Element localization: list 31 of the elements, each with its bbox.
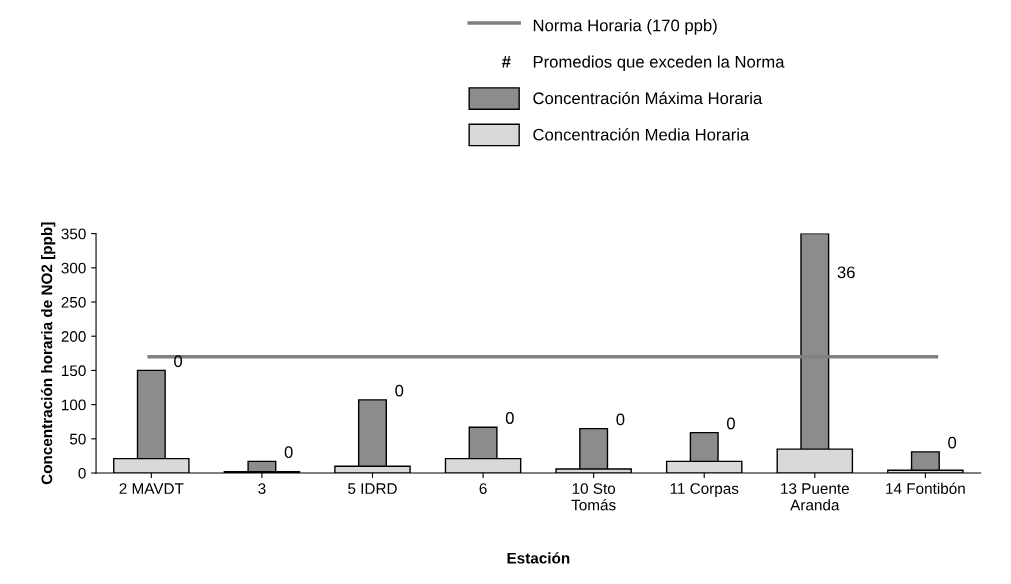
annotation: 0 <box>948 436 957 449</box>
x-tick-label: 11 Corpas <box>670 483 739 497</box>
annotation: 0 <box>726 417 735 430</box>
x-tick-label: 2 MAVDT <box>119 483 184 494</box>
x-axis-title: Estación <box>507 552 570 564</box>
x-tick-label: 14 Fontibón <box>886 482 965 494</box>
text: Promedios que exceden la Norma <box>533 55 785 72</box>
legend-label: Concentración Media Horaria <box>533 128 750 141</box>
x-tick-label: 3 <box>258 483 266 494</box>
y-tick-label: 50 <box>69 433 86 445</box>
annotation: 0 <box>505 412 514 424</box>
x-tick-label: 10 Sto Tomás <box>571 483 616 511</box>
x-tick-label: 13 Puente Aranda <box>781 483 849 511</box>
annotation: 0 <box>395 384 404 397</box>
y-tick-label: 150 <box>62 365 86 377</box>
y-tick-label: 350 <box>61 228 86 240</box>
annotation: 36 <box>837 266 855 279</box>
y-tick-label: 300 <box>61 262 86 274</box>
y-tick-label: 250 <box>61 296 86 308</box>
y-tick-label: 100 <box>62 399 86 411</box>
x-tick-label: 5 IDRD <box>348 483 397 494</box>
x-tick-label: 6 <box>479 483 487 494</box>
legend-label: Concentración Máxima Horaria <box>533 91 763 105</box>
y-tick-label: 200 <box>61 331 86 342</box>
y-tick-label: 0 <box>78 467 86 479</box>
y-axis-title: Concentración horaria de NO2 [ppb] <box>40 222 56 485</box>
annotation: 0 <box>174 355 183 368</box>
text: # <box>501 56 511 68</box>
annotation: 0 <box>284 446 293 459</box>
annotation: 0 <box>616 413 625 426</box>
legend-label: Norma Horaria (170 ppb) <box>533 19 717 35</box>
